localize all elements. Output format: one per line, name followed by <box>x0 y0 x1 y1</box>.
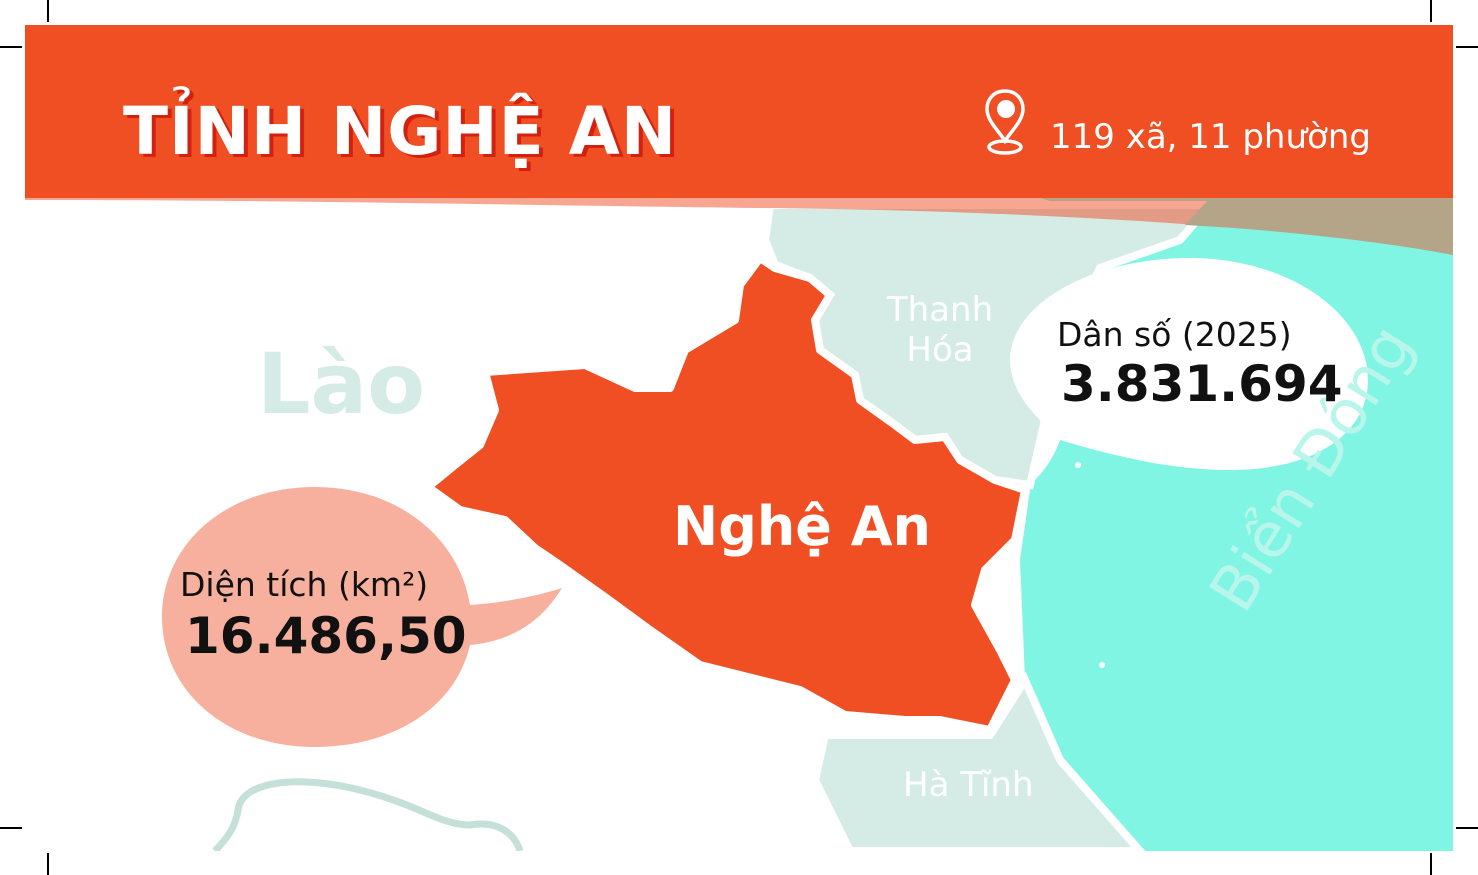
map-canvas <box>25 198 1453 851</box>
laos-label: Lào <box>257 335 425 433</box>
crop-mark <box>0 46 22 48</box>
ha-tinh-label: Hà Tĩnh <box>903 765 1034 805</box>
nghe-an-province <box>424 254 1029 734</box>
crop-mark <box>47 853 49 875</box>
population-value: 3.831.694 <box>1061 355 1343 413</box>
population-label: Dân số (2025) <box>1057 315 1292 354</box>
crop-mark <box>1456 827 1478 829</box>
population-bubble <box>1010 258 1368 480</box>
header-banner: TỈNH NGHỆ AN 119 xã, 11 phường <box>25 25 1453 198</box>
area-bubble <box>162 487 562 747</box>
infographic-card: TỈNH NGHỆ AN 119 xã, 11 phường Lào Thanh… <box>25 25 1453 851</box>
thanh-hoa-label: Thanh Hóa <box>886 290 994 370</box>
crop-mark <box>1430 853 1432 875</box>
page-title: TỈNH NGHỆ AN <box>123 93 678 170</box>
crop-mark <box>47 0 49 22</box>
crop-mark <box>1456 46 1478 48</box>
province-label: Nghệ An <box>673 495 931 558</box>
river-line <box>212 778 524 851</box>
area-label: Diện tích (km²) <box>180 565 429 604</box>
area-value: 16.486,50 <box>185 607 467 665</box>
top-band <box>25 198 1453 255</box>
north-land <box>1185 198 1453 255</box>
map-pin-icon <box>985 89 1025 155</box>
crop-mark <box>0 827 22 829</box>
wards-count: 119 xã, 11 phường <box>1050 117 1371 157</box>
crop-mark <box>1430 0 1432 22</box>
